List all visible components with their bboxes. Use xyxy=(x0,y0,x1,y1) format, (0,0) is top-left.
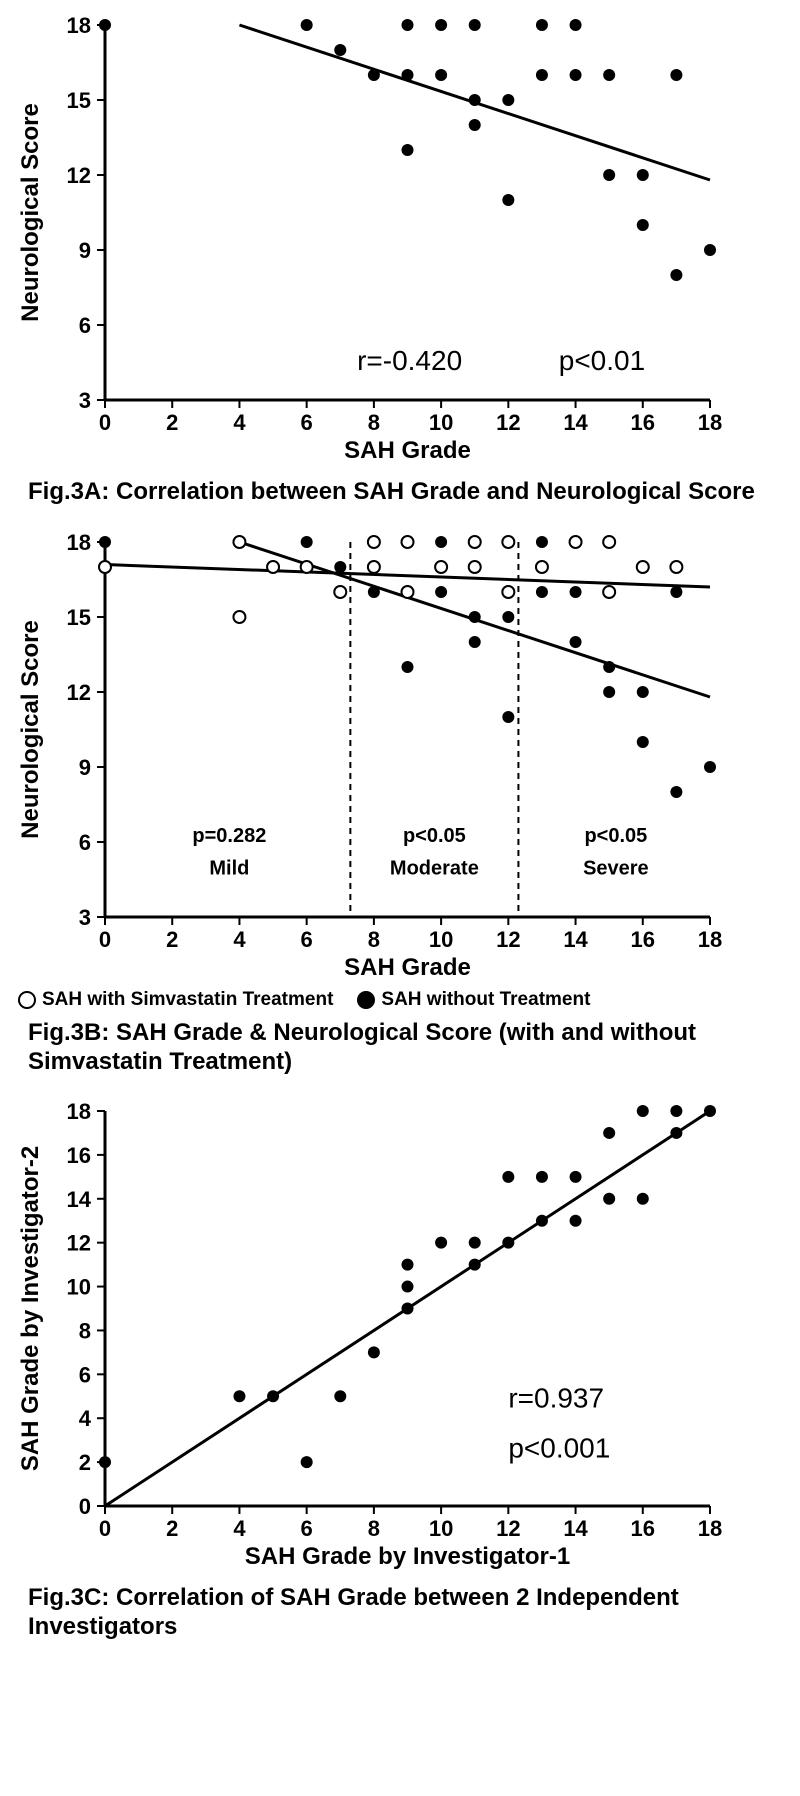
svg-text:9: 9 xyxy=(79,238,91,263)
svg-text:16: 16 xyxy=(67,1143,91,1168)
svg-text:p=0.282: p=0.282 xyxy=(192,825,266,847)
panel-b: 0 2 4 6 8 10 12 14 16 18 3 6 9 12 15 18 SAH Grade Neurolo… xyxy=(10,527,790,1077)
svg-text:12: 12 xyxy=(496,927,520,952)
svg-text:2: 2 xyxy=(79,1451,91,1476)
svg-text:r=0.937: r=0.937 xyxy=(508,1383,604,1414)
svg-text:Severe: Severe xyxy=(583,857,649,879)
svg-text:10: 10 xyxy=(67,1275,91,1300)
caption-c: Fig.3C: Correlation of SAH Grade between… xyxy=(28,1584,790,1642)
legend-filled: SAH without Treatment xyxy=(357,989,590,1011)
svg-text:16: 16 xyxy=(631,927,655,952)
legend-filled-label: SAH without Treatment xyxy=(381,989,590,1011)
svg-text:8: 8 xyxy=(79,1319,91,1344)
svg-text:0: 0 xyxy=(99,1516,111,1541)
open-circle-icon xyxy=(18,991,36,1009)
svg-text:Neurological Score: Neurological Score xyxy=(17,620,44,839)
svg-text:SAH Grade: SAH Grade xyxy=(344,437,471,464)
svg-text:4: 4 xyxy=(233,927,246,952)
svg-text:6: 6 xyxy=(79,830,91,855)
svg-text:3: 3 xyxy=(79,388,91,413)
svg-text:16: 16 xyxy=(631,1516,655,1541)
svg-text:10: 10 xyxy=(429,1516,453,1541)
svg-text:10: 10 xyxy=(429,927,453,952)
svg-text:18: 18 xyxy=(698,1516,722,1541)
svg-text:18: 18 xyxy=(67,1099,91,1124)
svg-text:12: 12 xyxy=(67,680,91,705)
svg-text:2: 2 xyxy=(166,1516,178,1541)
svg-text:4: 4 xyxy=(233,410,246,435)
svg-text:15: 15 xyxy=(67,88,91,113)
svg-text:14: 14 xyxy=(67,1187,92,1212)
svg-text:18: 18 xyxy=(67,13,91,38)
svg-text:Moderate: Moderate xyxy=(390,857,479,879)
svg-text:r=-0.420: r=-0.420 xyxy=(357,345,462,376)
svg-text:2: 2 xyxy=(166,410,178,435)
svg-text:12: 12 xyxy=(496,1516,520,1541)
svg-text:4: 4 xyxy=(79,1407,92,1432)
chart-c: 0 2 4 6 8 10 12 14 16 18 0 2 4 6 8 10 12 14 16 18 SAH Grade … xyxy=(10,1096,730,1576)
svg-text:0: 0 xyxy=(99,927,111,952)
svg-text:10: 10 xyxy=(429,410,453,435)
svg-text:8: 8 xyxy=(368,927,380,952)
svg-text:3: 3 xyxy=(79,905,91,930)
svg-text:12: 12 xyxy=(67,1231,91,1256)
svg-text:18: 18 xyxy=(698,927,722,952)
svg-text:6: 6 xyxy=(301,410,313,435)
svg-text:8: 8 xyxy=(368,1516,380,1541)
svg-text:4: 4 xyxy=(233,1516,246,1541)
chart-a: 0 2 4 6 8 10 12 14 16 18 3 6 9 12 15 18 SAH Grade Neurolo… xyxy=(10,10,730,470)
caption-a: Fig.3A: Correlation between SAH Grade an… xyxy=(28,478,790,507)
svg-text:0: 0 xyxy=(79,1494,91,1519)
svg-text:14: 14 xyxy=(563,927,588,952)
svg-text:p<0.05: p<0.05 xyxy=(403,825,466,847)
svg-text:p<0.01: p<0.01 xyxy=(559,345,645,376)
svg-text:6: 6 xyxy=(79,1363,91,1388)
svg-text:Neurological Score: Neurological Score xyxy=(17,103,44,322)
svg-text:16: 16 xyxy=(631,410,655,435)
svg-text:0: 0 xyxy=(99,410,111,435)
svg-text:9: 9 xyxy=(79,755,91,780)
svg-text:6: 6 xyxy=(301,1516,313,1541)
legend-open: SAH with Simvastatin Treatment xyxy=(18,989,333,1011)
legend-b: SAH with Simvastatin Treatment SAH witho… xyxy=(18,989,790,1011)
svg-text:18: 18 xyxy=(67,530,91,555)
svg-text:p<0.05: p<0.05 xyxy=(584,825,647,847)
svg-text:18: 18 xyxy=(698,410,722,435)
svg-text:12: 12 xyxy=(496,410,520,435)
panel-a: 0 2 4 6 8 10 12 14 16 18 3 6 9 12 15 18 SAH Grade Neurolo… xyxy=(10,10,790,507)
filled-circle-icon xyxy=(357,991,375,1009)
svg-text:2: 2 xyxy=(166,927,178,952)
svg-text:14: 14 xyxy=(563,410,588,435)
svg-text:p<0.001: p<0.001 xyxy=(508,1433,610,1464)
legend-open-label: SAH with Simvastatin Treatment xyxy=(42,989,333,1011)
chart-b: 0 2 4 6 8 10 12 14 16 18 3 6 9 12 15 18 SAH Grade Neurolo… xyxy=(10,527,730,987)
svg-text:12: 12 xyxy=(67,163,91,188)
svg-text:14: 14 xyxy=(563,1516,588,1541)
caption-b: Fig.3B: SAH Grade & Neurological Score (… xyxy=(28,1019,790,1077)
panel-c: 0 2 4 6 8 10 12 14 16 18 0 2 4 6 8 10 12 14 16 18 SAH Grade … xyxy=(10,1096,790,1642)
svg-text:SAH Grade by Investigator-1: SAH Grade by Investigator-1 xyxy=(245,1543,570,1570)
svg-text:SAH Grade: SAH Grade xyxy=(344,954,471,981)
svg-text:6: 6 xyxy=(301,927,313,952)
svg-text:15: 15 xyxy=(67,605,91,630)
svg-text:6: 6 xyxy=(79,313,91,338)
svg-text:Mild: Mild xyxy=(209,857,249,879)
svg-text:SAH Grade by Investigator-2: SAH Grade by Investigator-2 xyxy=(17,1146,44,1471)
svg-text:8: 8 xyxy=(368,410,380,435)
